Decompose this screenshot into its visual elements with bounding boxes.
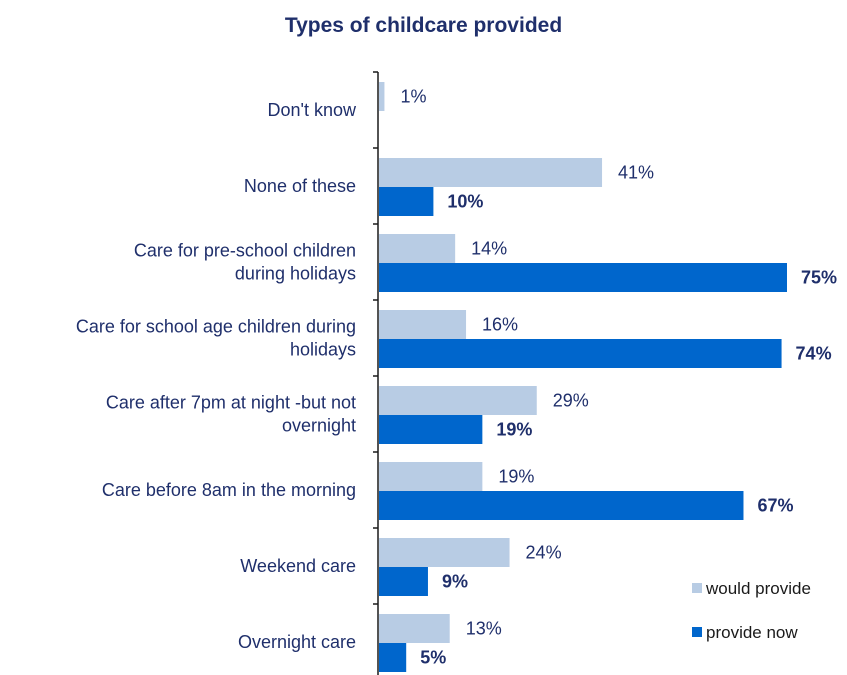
category-label: Overnight care [238, 632, 356, 652]
data-label-would-provide: 19% [498, 467, 534, 487]
category-label: Care for pre-school children during holid… [134, 241, 356, 284]
data-label-provide-now: 75% [801, 268, 837, 288]
bar-provide-now [379, 643, 407, 672]
data-label-provide-now: 67% [757, 496, 793, 516]
chart-title: Types of childcare provided [284, 14, 563, 37]
category-labels: Don't know None of these Care for pre-scho… [76, 100, 357, 652]
bar-would-provide [379, 386, 537, 415]
bar-would-provide [379, 462, 483, 491]
category-label: Weekend care [240, 556, 356, 576]
bar-provide-now [379, 567, 428, 596]
data-label-would-provide: 24% [526, 543, 562, 563]
data-label-would-provide: 16% [482, 315, 518, 335]
axis-ticks [373, 71, 378, 605]
bar-would-provide [379, 310, 467, 339]
bar-would-provide [379, 614, 450, 643]
data-label-provide-now: 10% [447, 192, 483, 212]
bar-provide-now [379, 187, 434, 216]
bar-provide-now [379, 491, 744, 520]
legend-label-would-provide: would provide [705, 579, 811, 598]
bars-layer: 1% 41% 10% 14% 75% 16% 74% 29% 19% 19% 67% 24% 9% 13%… [379, 82, 837, 672]
legend: would provide provide now [692, 579, 811, 642]
data-label-provide-now: 74% [796, 344, 832, 364]
legend-swatch-would-provide [692, 583, 702, 593]
category-label: Care before 8am in the morning [102, 480, 356, 500]
bar-would-provide [379, 234, 456, 263]
category-label: Don't know [268, 100, 357, 120]
data-label-provide-now: 5% [420, 648, 446, 668]
bar-would-provide [379, 158, 603, 187]
bar-provide-now [379, 339, 782, 368]
bar-would-provide [379, 538, 510, 567]
legend-swatch-provide-now [692, 627, 702, 637]
category-label: Care after 7pm at night -but not overnigh… [106, 393, 356, 436]
data-label-provide-now: 19% [496, 420, 532, 440]
data-label-would-provide: 1% [400, 87, 426, 107]
bar-would-provide [379, 82, 385, 111]
category-label: Care for school age children during holid… [76, 317, 356, 360]
data-label-would-provide: 14% [471, 239, 507, 259]
data-label-would-provide: 29% [553, 391, 589, 411]
data-label-would-provide: 41% [618, 163, 654, 183]
bar-provide-now [379, 263, 787, 292]
category-label: None of these [244, 176, 356, 196]
bar-provide-now [379, 415, 483, 444]
data-label-provide-now: 9% [442, 572, 468, 592]
data-label-would-provide: 13% [466, 619, 502, 639]
legend-label-provide-now: provide now [706, 623, 798, 642]
